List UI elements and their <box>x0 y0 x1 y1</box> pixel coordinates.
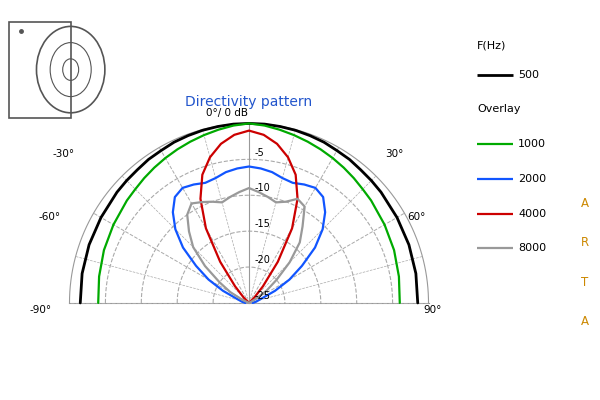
Text: A: A <box>581 316 589 328</box>
Text: -30°: -30° <box>53 149 75 159</box>
Text: 4000: 4000 <box>518 209 546 218</box>
Text: R: R <box>581 236 589 249</box>
Text: -20: -20 <box>254 255 270 265</box>
Text: 500: 500 <box>518 70 539 80</box>
Text: 30°: 30° <box>385 149 404 159</box>
Text: 60°: 60° <box>407 212 425 222</box>
Text: -90°: -90° <box>29 305 52 315</box>
Text: 1000: 1000 <box>518 139 546 149</box>
Text: T: T <box>581 276 589 289</box>
Text: -25: -25 <box>254 291 271 301</box>
Text: A: A <box>581 197 589 210</box>
Text: Overlay: Overlay <box>477 104 521 114</box>
Text: 2000: 2000 <box>518 174 546 184</box>
Text: -10: -10 <box>254 184 270 194</box>
Text: F(Hz): F(Hz) <box>477 40 506 50</box>
Text: 0°/ 0 dB: 0°/ 0 dB <box>206 108 248 118</box>
Text: 8000: 8000 <box>518 243 546 253</box>
Text: -60°: -60° <box>38 212 61 222</box>
Text: 90°: 90° <box>423 305 442 315</box>
Text: -15: -15 <box>254 219 270 229</box>
Text: -5: -5 <box>254 148 264 158</box>
Text: Directivity pattern: Directivity pattern <box>185 95 313 109</box>
